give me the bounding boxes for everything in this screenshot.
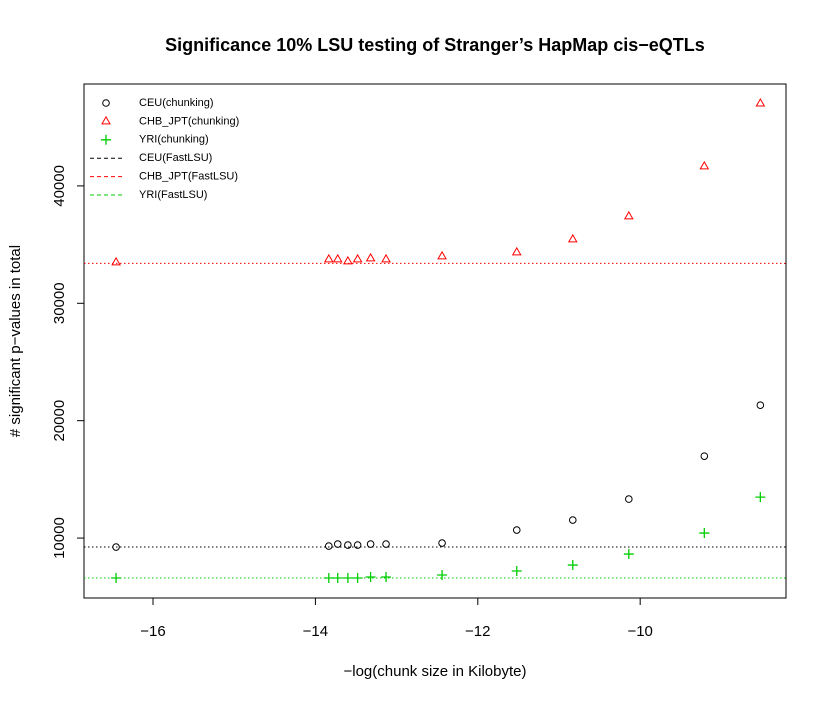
point <box>365 252 376 262</box>
point <box>512 526 521 534</box>
point <box>365 572 376 583</box>
point <box>567 560 578 571</box>
y-tick-label: 30000 <box>51 282 68 324</box>
legend-label: CHB_JPT(FastLSU) <box>139 171 238 183</box>
x-tick-label: −14 <box>303 623 328 640</box>
point <box>381 572 392 583</box>
point <box>511 246 522 256</box>
point <box>352 253 363 263</box>
point <box>756 401 765 409</box>
point <box>699 160 710 170</box>
point <box>112 543 120 551</box>
point <box>755 492 766 503</box>
point <box>568 516 577 524</box>
point <box>437 250 447 260</box>
point <box>438 539 446 547</box>
x-tick-label: −12 <box>465 623 490 640</box>
point <box>333 540 342 548</box>
legend-label: CEU(chunking) <box>139 97 214 109</box>
legend-symbol <box>101 134 111 145</box>
point <box>567 233 578 243</box>
point <box>343 255 353 265</box>
y-tick-label: 40000 <box>51 165 68 207</box>
point <box>382 540 390 548</box>
point <box>511 566 522 577</box>
point <box>344 541 352 549</box>
point <box>699 528 710 539</box>
x-axis-label: −log(chunk size in Kilobyte) <box>343 663 526 680</box>
point <box>332 573 343 584</box>
point <box>700 452 709 460</box>
point <box>324 542 333 550</box>
point <box>623 549 634 560</box>
point <box>332 253 343 263</box>
point <box>111 256 121 266</box>
point <box>352 573 363 584</box>
point <box>755 97 766 107</box>
point <box>111 573 122 584</box>
legend-label: CHB_JPT(chunking) <box>139 115 239 127</box>
point <box>437 570 448 581</box>
point <box>381 253 391 263</box>
x-tick-label: −16 <box>140 623 165 640</box>
point <box>625 495 633 503</box>
legend-symbol <box>101 115 111 125</box>
y-axis-label: # significant p−values in total <box>7 245 24 437</box>
point <box>323 253 334 263</box>
legend-label: CEU(FastLSU) <box>139 152 212 164</box>
legend-label: YRI(FastLSU) <box>139 189 207 201</box>
point <box>342 573 353 584</box>
legend-label: YRI(chunking) <box>139 134 209 146</box>
point <box>623 210 634 220</box>
legend-symbol <box>102 99 110 107</box>
point <box>323 573 334 584</box>
point <box>366 540 375 548</box>
y-tick-label: 10000 <box>51 517 68 559</box>
y-tick-label: 20000 <box>51 400 68 442</box>
x-tick-label: −10 <box>627 623 652 640</box>
chart-title: Significance 10% LSU testing of Stranger… <box>165 35 705 55</box>
point <box>353 541 362 549</box>
